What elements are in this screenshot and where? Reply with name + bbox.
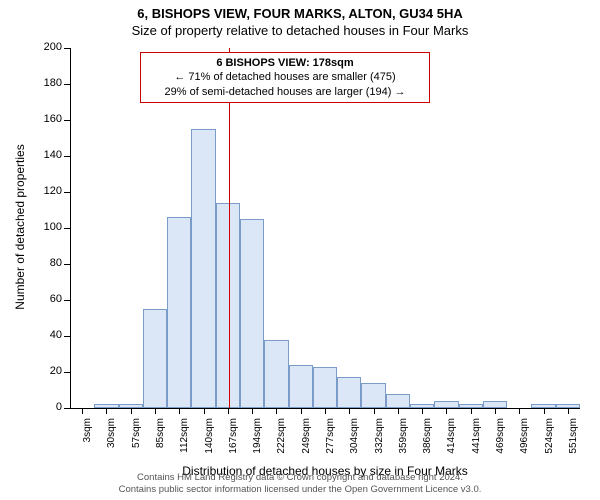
- y-tick: [64, 120, 70, 121]
- y-tick: [64, 192, 70, 193]
- x-tick: [446, 408, 447, 414]
- y-tick: [64, 48, 70, 49]
- y-tick-label: 40: [30, 329, 62, 341]
- x-tick: [252, 408, 253, 414]
- y-axis: [70, 48, 71, 408]
- histogram-bar: [483, 401, 507, 408]
- y-tick-label: 200: [30, 41, 62, 53]
- histogram-bar: [313, 367, 337, 408]
- footer-line1: Contains HM Land Registry data © Crown c…: [0, 472, 600, 484]
- x-tick: [471, 408, 472, 414]
- y-tick: [64, 336, 70, 337]
- histogram-bar: [167, 217, 191, 408]
- x-tick-label: 551sqm: [568, 418, 579, 468]
- footer-line2: Contains public sector information licen…: [0, 484, 600, 496]
- y-tick-label: 180: [30, 77, 62, 89]
- x-tick-label: 3sqm: [82, 418, 93, 468]
- x-tick-label: 386sqm: [422, 418, 433, 468]
- x-tick-label: 57sqm: [131, 418, 142, 468]
- x-tick-label: 524sqm: [544, 418, 555, 468]
- x-tick: [422, 408, 423, 414]
- chart-subtitle: Size of property relative to detached ho…: [0, 23, 600, 40]
- x-tick-label: 249sqm: [301, 418, 312, 468]
- histogram-bar: [289, 365, 313, 408]
- x-tick: [82, 408, 83, 414]
- x-tick-label: 441sqm: [471, 418, 482, 468]
- x-tick: [568, 408, 569, 414]
- y-tick-label: 140: [30, 149, 62, 161]
- chart-address: 6, BISHOPS VIEW, FOUR MARKS, ALTON, GU34…: [0, 6, 600, 23]
- x-tick-label: 194sqm: [252, 418, 263, 468]
- x-tick: [131, 408, 132, 414]
- x-tick: [519, 408, 520, 414]
- x-tick-label: 112sqm: [179, 418, 190, 468]
- x-tick: [544, 408, 545, 414]
- y-tick: [64, 300, 70, 301]
- x-tick: [301, 408, 302, 414]
- y-tick-label: 100: [30, 221, 62, 233]
- y-tick-label: 160: [30, 113, 62, 125]
- x-tick-label: 277sqm: [325, 418, 336, 468]
- y-tick-label: 80: [30, 257, 62, 269]
- y-tick: [64, 156, 70, 157]
- annotation-line1: 6 BISHOPS VIEW: 178sqm: [149, 56, 421, 70]
- x-tick-label: 496sqm: [519, 418, 530, 468]
- y-tick-label: 60: [30, 293, 62, 305]
- histogram-bar: [264, 340, 288, 408]
- y-tick-label: 0: [30, 401, 62, 413]
- x-tick: [349, 408, 350, 414]
- x-tick: [398, 408, 399, 414]
- x-tick: [155, 408, 156, 414]
- annotation-line2: ← 71% of detached houses are smaller (47…: [149, 70, 421, 84]
- chart-header: 6, BISHOPS VIEW, FOUR MARKS, ALTON, GU34…: [0, 0, 600, 40]
- x-tick: [495, 408, 496, 414]
- x-tick-label: 167sqm: [228, 418, 239, 468]
- x-tick: [106, 408, 107, 414]
- x-tick-label: 30sqm: [106, 418, 117, 468]
- x-tick-label: 222sqm: [276, 418, 287, 468]
- x-tick-label: 140sqm: [204, 418, 215, 468]
- histogram-bar: [143, 309, 167, 408]
- y-tick: [64, 228, 70, 229]
- histogram-bar: [240, 219, 264, 408]
- histogram-bar: [434, 401, 458, 408]
- y-tick: [64, 372, 70, 373]
- x-tick-label: 469sqm: [495, 418, 506, 468]
- histogram-bar: [191, 129, 215, 408]
- x-tick: [276, 408, 277, 414]
- annotation-box: 6 BISHOPS VIEW: 178sqm ← 71% of detached…: [140, 52, 430, 103]
- x-tick: [204, 408, 205, 414]
- chart-footer: Contains HM Land Registry data © Crown c…: [0, 472, 600, 496]
- x-tick-label: 414sqm: [446, 418, 457, 468]
- x-tick-label: 85sqm: [155, 418, 166, 468]
- y-tick-label: 120: [30, 185, 62, 197]
- x-tick: [325, 408, 326, 414]
- y-axis-label: Number of detached properties: [13, 47, 27, 407]
- x-tick-label: 332sqm: [374, 418, 385, 468]
- y-tick-label: 20: [30, 365, 62, 377]
- x-tick: [228, 408, 229, 414]
- y-tick: [64, 264, 70, 265]
- x-tick: [374, 408, 375, 414]
- histogram-bar: [386, 394, 410, 408]
- histogram-bar: [361, 383, 385, 408]
- annotation-line3: 29% of semi-detached houses are larger (…: [149, 85, 421, 99]
- y-tick: [64, 408, 70, 409]
- x-tick-label: 304sqm: [349, 418, 360, 468]
- x-tick-label: 359sqm: [398, 418, 409, 468]
- y-tick: [64, 84, 70, 85]
- histogram-bar: [337, 377, 361, 408]
- x-tick: [179, 408, 180, 414]
